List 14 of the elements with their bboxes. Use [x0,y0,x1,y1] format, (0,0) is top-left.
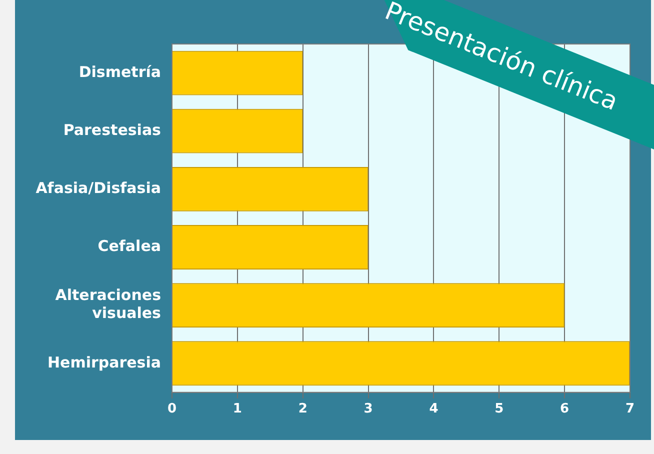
y-tick-label: Alteraciones visuales [55,286,162,322]
x-tick-label: 2 [298,402,308,417]
y-tick-label: Hemirparesia [47,353,161,372]
x-tick-label: 5 [494,402,504,417]
x-tick-label: 0 [167,402,177,417]
x-tick-label: 1 [232,402,242,417]
y-tick-label: Parestesias [63,120,162,139]
y-tick-label: Cefalea [98,237,161,256]
x-tick-label: 3 [364,402,373,417]
x-tick-label: 6 [560,402,570,417]
y-tick-label: Dismetría [78,62,161,81]
y-tick-label: Afasia/Disfasia [36,179,161,198]
x-tick-label: 4 [429,402,438,417]
x-tick-label: 7 [625,402,635,417]
